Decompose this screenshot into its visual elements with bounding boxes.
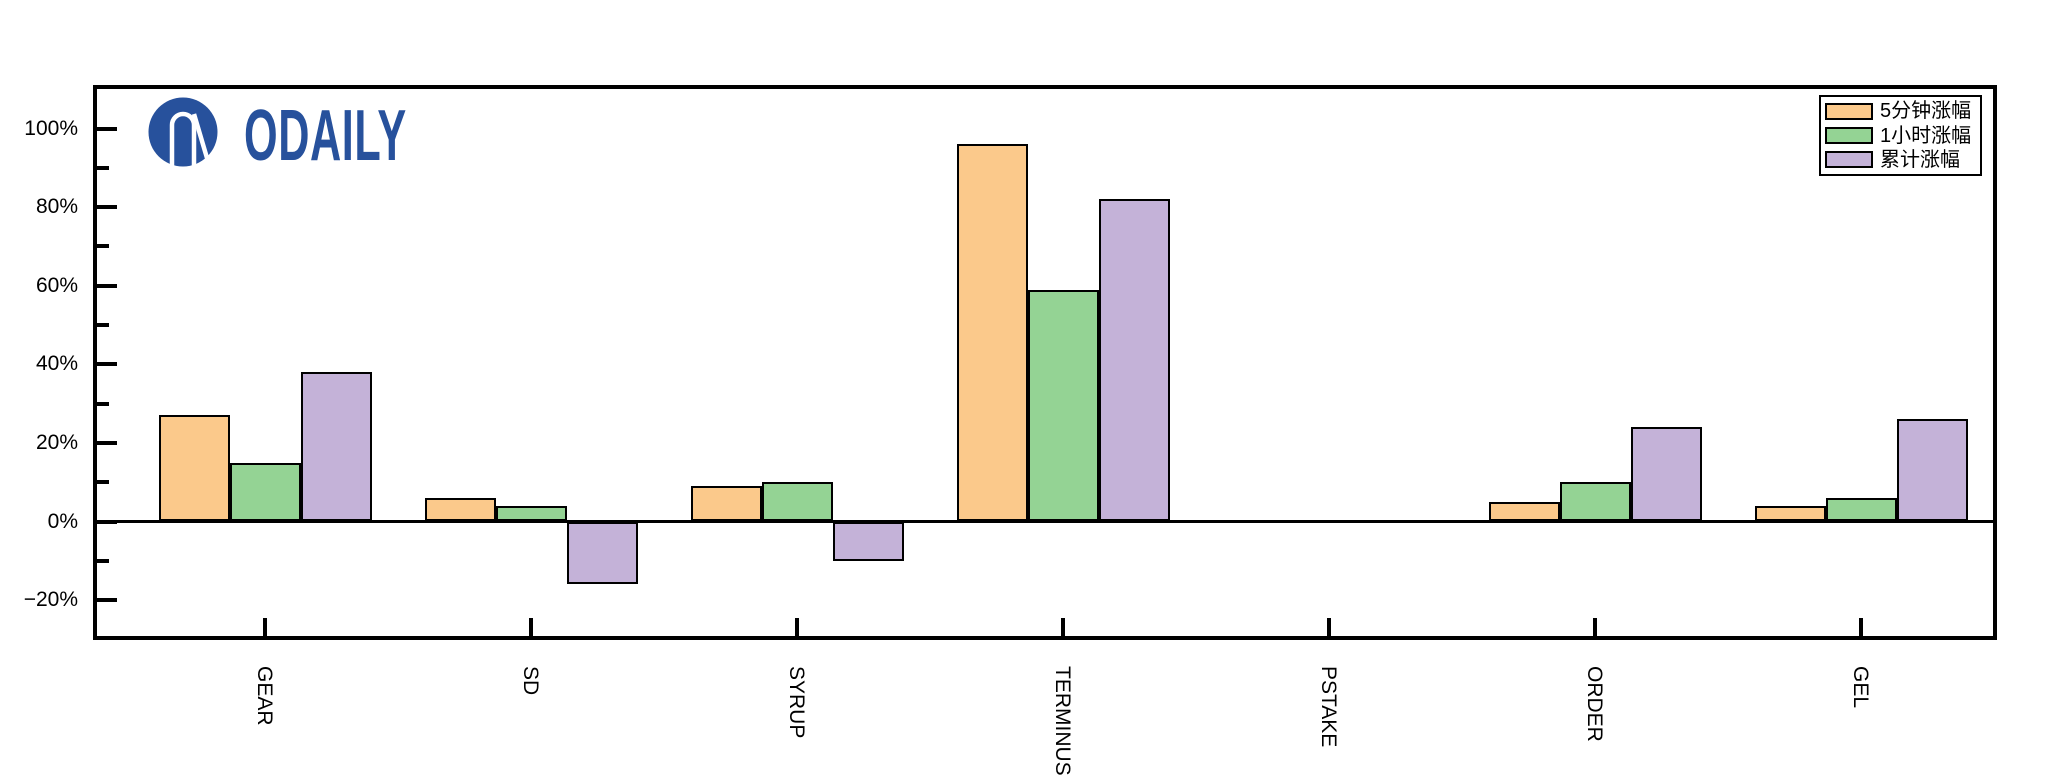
- x-axis-tick: [795, 618, 799, 636]
- x-axis-category-label: SD: [519, 666, 542, 696]
- y-axis-tick-label: 20%: [35, 430, 78, 454]
- odaily-logo-text: ODAILY: [244, 96, 407, 176]
- bar-sd-s1: [495, 505, 567, 522]
- bar-syrup-s2: [832, 521, 904, 561]
- y-axis-tick-label: 100%: [24, 116, 78, 140]
- zero-gridline: [97, 520, 1993, 523]
- y-axis-minor-tick: [97, 244, 109, 249]
- bar-terminus-s0: [956, 144, 1028, 522]
- legend-swatch-0: [1825, 102, 1873, 120]
- legend-label-0: 5分钟涨幅: [1880, 100, 1972, 123]
- y-axis-major-tick: [97, 598, 117, 603]
- bar-terminus-s2: [1098, 199, 1170, 522]
- x-axis-tick: [1593, 618, 1597, 636]
- bar-gel-s0: [1754, 505, 1826, 522]
- x-axis-category-label: ORDER: [1583, 666, 1606, 742]
- y-axis-minor-tick: [97, 558, 109, 563]
- bar-gear-s0: [158, 415, 230, 522]
- bar-sd-s2: [566, 521, 638, 585]
- bar-syrup-s0: [690, 486, 762, 522]
- odaily-logo-icon: [148, 97, 218, 172]
- bar-order-s2: [1630, 427, 1702, 522]
- x-axis-tick: [1327, 618, 1331, 636]
- x-axis-tick: [1859, 618, 1863, 636]
- y-axis-major-tick: [97, 362, 117, 367]
- legend-swatch-2: [1825, 151, 1873, 169]
- x-axis-tick: [529, 618, 533, 636]
- bar-syrup-s1: [761, 482, 833, 522]
- x-axis-category-label: TERMINUS: [1051, 666, 1074, 776]
- x-axis-category-label: PSTAKE: [1317, 666, 1340, 748]
- y-axis-minor-tick: [97, 401, 109, 406]
- bar-order-s0: [1488, 501, 1560, 522]
- y-axis-tick-label: 0%: [47, 509, 78, 533]
- y-axis-tick-label: 60%: [35, 273, 78, 297]
- y-axis-tick-label: −20%: [23, 588, 78, 612]
- x-axis-category-label: SYRUP: [785, 666, 808, 739]
- legend-label-2: 累计涨幅: [1880, 148, 1960, 171]
- x-axis-tick: [263, 618, 267, 636]
- y-axis-minor-tick: [97, 480, 109, 485]
- bar-gel-s1: [1825, 497, 1897, 522]
- y-axis-minor-tick: [97, 323, 109, 327]
- legend-item: 累计涨幅: [1825, 150, 1980, 170]
- x-axis-category-label: GEL: [1849, 666, 1872, 709]
- bar-terminus-s1: [1027, 289, 1099, 522]
- legend-swatch-1: [1825, 127, 1873, 144]
- bar-gear-s2: [300, 372, 372, 522]
- legend-label-1: 1小时涨幅: [1880, 124, 1972, 147]
- y-axis-major-tick: [97, 519, 117, 524]
- legend-item: 5分钟涨幅: [1825, 101, 1980, 121]
- y-axis-major-tick: [97, 283, 117, 288]
- bar-sd-s0: [424, 497, 496, 522]
- chart-legend: 5分钟涨幅 1小时涨幅 累计涨幅: [1819, 95, 1982, 176]
- x-axis-tick: [1061, 618, 1065, 636]
- y-axis-tick-label: 40%: [35, 352, 78, 376]
- y-axis-major-tick: [97, 126, 117, 131]
- x-axis-category-label: GEAR: [253, 666, 276, 726]
- legend-item: 1小时涨幅: [1825, 126, 1980, 146]
- bar-order-s1: [1559, 482, 1631, 522]
- y-axis-tick-label: 80%: [35, 195, 78, 219]
- y-axis-major-tick: [97, 205, 117, 210]
- y-axis-major-tick: [97, 440, 117, 445]
- bar-gear-s1: [229, 462, 301, 522]
- y-axis-minor-tick: [97, 165, 109, 170]
- bar-gel-s2: [1896, 419, 1968, 522]
